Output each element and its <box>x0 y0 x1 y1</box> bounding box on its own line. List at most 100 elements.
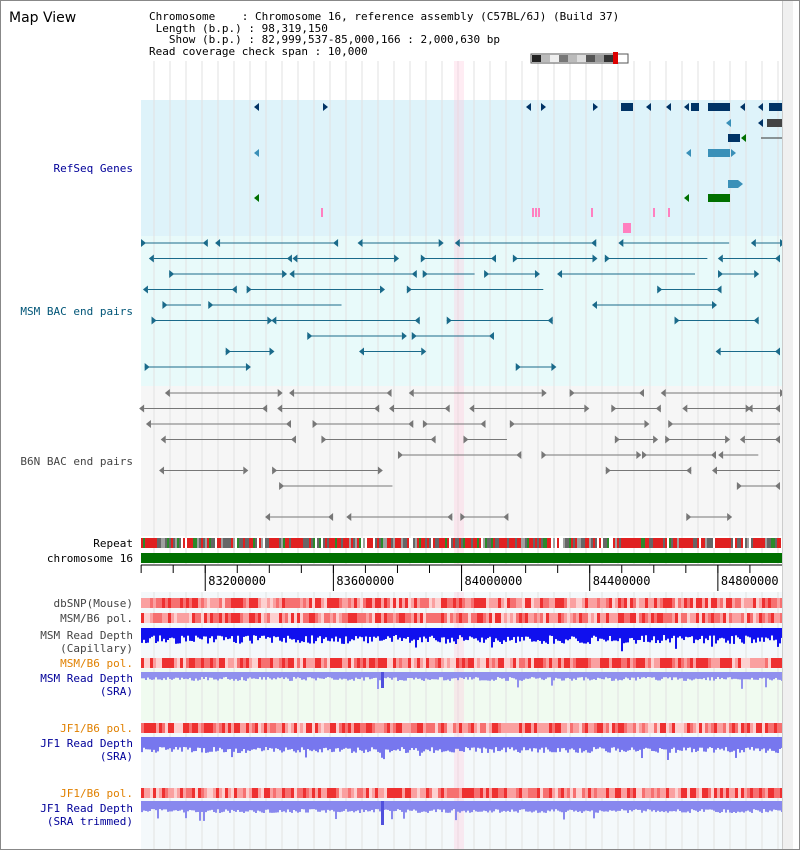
pol-cell <box>549 598 552 608</box>
depth-bar <box>427 737 429 750</box>
depth-bar <box>443 737 445 752</box>
depth-bar <box>311 672 313 679</box>
depth-bar <box>599 672 601 679</box>
depth-bar <box>253 737 255 750</box>
pol-cell <box>216 613 219 623</box>
pol-cell <box>150 658 153 668</box>
pol-cell <box>729 658 732 668</box>
repeat-element <box>599 538 601 548</box>
pol-cell <box>372 723 375 733</box>
track-label-msm-b6-pol[interactable]: MSM/B6 pol. <box>60 612 133 625</box>
depth-bar <box>231 801 233 810</box>
pol-cell <box>612 788 615 798</box>
pol-cell <box>516 788 519 798</box>
ideogram-band <box>550 55 559 62</box>
track-label-dbsnp[interactable]: dbSNP(Mouse) <box>53 597 133 610</box>
repeat-element <box>467 538 469 548</box>
depth-bar <box>257 628 259 641</box>
depth-bar <box>457 801 459 812</box>
depth-bar <box>165 801 167 810</box>
track-label-jf1-b6-pol[interactable]: JF1/B6 pol. <box>60 722 133 735</box>
msm-read-depth-sra-track <box>141 672 783 689</box>
track-label-msm-bac[interactable]: MSM BAC end pairs <box>20 305 133 318</box>
pol-cell <box>585 658 588 668</box>
pol-cell <box>225 658 228 668</box>
pol-cell <box>531 598 534 608</box>
pol-cell <box>249 613 252 623</box>
depth-bar <box>625 672 627 678</box>
track-label-b6n-bac[interactable]: B6N BAC end pairs <box>20 455 133 468</box>
pol-cell <box>309 658 312 668</box>
depth-bar <box>401 628 403 641</box>
pol-cell <box>201 788 204 798</box>
bac-end-marker <box>267 316 273 325</box>
depth-bar <box>399 628 401 638</box>
depth-bar <box>153 737 155 750</box>
depth-bar <box>321 801 323 811</box>
vertical-scrollbar[interactable] <box>782 1 793 849</box>
pol-cell <box>690 658 693 668</box>
repeat-element <box>393 538 395 548</box>
pol-cell <box>519 598 522 608</box>
track-label-msm-depth-capillary-1[interactable]: MSM Read Depth <box>40 629 133 642</box>
depth-bar <box>435 672 437 680</box>
depth-bar <box>537 801 539 813</box>
repeat-element <box>439 538 441 548</box>
track-label-jf1-depth-trimmed-1[interactable]: JF1 Read Depth <box>40 802 133 815</box>
depth-bar <box>251 737 253 750</box>
pol-cell <box>414 788 417 798</box>
depth-bar <box>525 801 527 812</box>
depth-bar <box>505 737 507 753</box>
depth-bar <box>163 737 165 748</box>
track-label-refseq-genes[interactable]: RefSeq Genes <box>53 162 133 175</box>
bac-end-marker <box>159 466 165 475</box>
pol-cell <box>738 613 741 623</box>
depth-bar <box>271 801 273 813</box>
depth-bar <box>387 628 389 637</box>
depth-bar <box>669 737 671 753</box>
depth-bar <box>729 801 731 813</box>
repeat-element <box>381 538 383 548</box>
repeat-element <box>485 538 487 548</box>
track-label-msm-depth-sra-1[interactable]: MSM Read Depth <box>40 672 133 685</box>
coverage-key: Read coverage check span <box>149 44 308 58</box>
repeat-element <box>195 538 197 548</box>
track-label-jf1-b6-pol-trimmed[interactable]: JF1/B6 pol. <box>60 787 133 800</box>
depth-bar <box>431 737 433 748</box>
pol-cell <box>468 658 471 668</box>
depth-bar <box>403 737 405 750</box>
depth-bar <box>569 628 571 640</box>
track-label-chromosome[interactable]: chromosome 16 <box>46 552 133 565</box>
depth-bar <box>423 801 425 812</box>
depth-bar <box>635 628 637 644</box>
track-label-jf1-depth-sra-1[interactable]: JF1 Read Depth <box>40 737 133 750</box>
depth-bar <box>755 672 757 680</box>
depth-bar <box>289 801 291 812</box>
pol-cell <box>687 658 690 668</box>
track-label-repeat[interactable]: Repeat <box>93 537 133 550</box>
pol-cell <box>771 613 774 623</box>
pol-cell <box>477 613 480 623</box>
pol-cell <box>315 723 318 733</box>
depth-bar <box>425 801 427 812</box>
pol-cell <box>462 613 465 623</box>
depth-bar <box>493 737 495 753</box>
pol-cell <box>762 788 765 798</box>
bac-end-marker <box>591 301 597 309</box>
track-label-msm-b6-pol-sra[interactable]: MSM/B6 pol. <box>60 657 133 670</box>
depth-bar <box>553 672 555 681</box>
bac-end-marker <box>312 420 318 428</box>
pol-cell <box>198 658 201 668</box>
depth-bar <box>323 801 325 811</box>
pol-cell <box>477 788 480 798</box>
pol-cell <box>633 723 636 733</box>
repeat-element <box>707 538 709 548</box>
depth-bar <box>565 801 567 813</box>
pol-cell <box>510 788 513 798</box>
pol-cell <box>258 598 261 608</box>
pol-cell <box>528 788 531 798</box>
depth-bar <box>355 672 357 678</box>
pol-cell <box>630 658 633 668</box>
depth-bar <box>639 801 641 810</box>
